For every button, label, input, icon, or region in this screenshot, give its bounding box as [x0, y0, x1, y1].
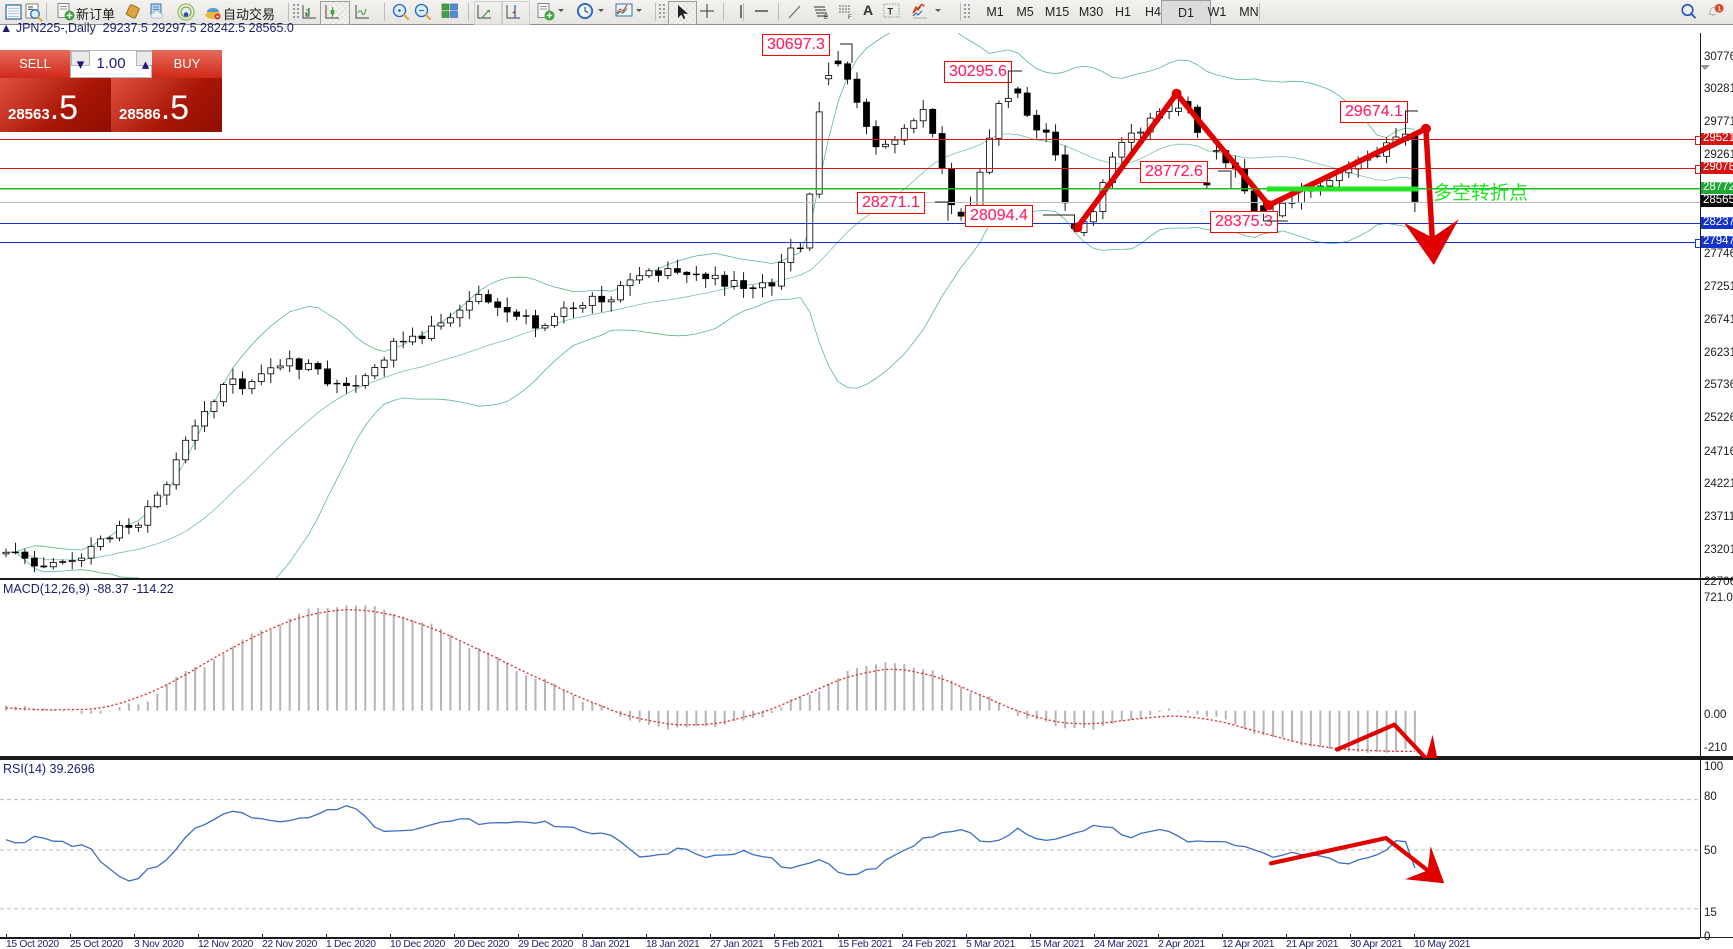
svg-text:T: T [888, 7, 894, 17]
svg-text:1: 1 [1717, 6, 1721, 13]
svg-text:多空转折点: 多空转折点 [1433, 182, 1528, 204]
svg-text:F: F [848, 15, 852, 21]
svg-text:E: E [824, 15, 828, 21]
